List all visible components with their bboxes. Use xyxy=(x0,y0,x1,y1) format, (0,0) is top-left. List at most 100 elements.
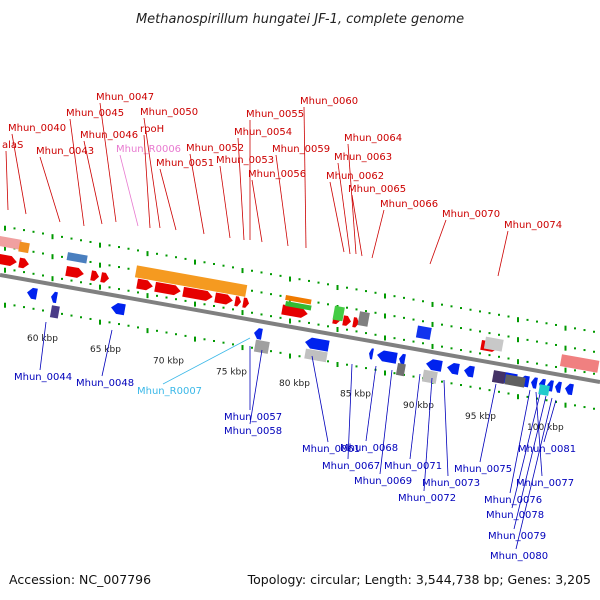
label-leader-line xyxy=(119,154,139,227)
tick-mark xyxy=(403,316,405,319)
tick-mark xyxy=(203,338,206,341)
tick-mark xyxy=(175,298,177,301)
tick-mark xyxy=(488,332,491,335)
gene-label-bottom: Mhun_0073 xyxy=(422,478,480,489)
label-leader-line xyxy=(275,154,289,247)
gene-label-bottom: Mhun_0081 xyxy=(518,444,576,455)
tick-mark xyxy=(298,320,301,323)
label-leader-line xyxy=(515,397,553,550)
tick-mark xyxy=(507,357,510,360)
forward-gene-arrow xyxy=(214,292,233,305)
forward-gene-arrow xyxy=(90,270,99,281)
tick-mark xyxy=(289,276,291,282)
tick-mark xyxy=(564,325,567,331)
tick-mark xyxy=(507,335,510,338)
label-leader-line xyxy=(511,393,541,509)
tick-mark xyxy=(365,367,367,370)
tick-mark xyxy=(118,288,120,291)
forward-gene-arrow xyxy=(242,297,250,308)
tick-mark xyxy=(184,257,187,260)
tick-mark xyxy=(393,315,396,318)
tick-mark xyxy=(279,351,282,354)
scale-label: 80 kbp xyxy=(279,379,310,389)
label-leader-line xyxy=(351,194,363,257)
tick-mark xyxy=(384,335,386,341)
tick-mark xyxy=(346,328,348,331)
backbone-line xyxy=(0,273,600,384)
forward-gene-arrow xyxy=(65,265,84,278)
gene-label-bottom: Mhun_0048 xyxy=(76,378,134,389)
tick-mark xyxy=(156,329,158,332)
tick-mark xyxy=(99,262,101,268)
tick-mark xyxy=(450,325,453,328)
tick-mark xyxy=(583,329,586,332)
tick-mark xyxy=(317,281,320,284)
tick-mark xyxy=(555,343,557,346)
tick-mark xyxy=(555,400,557,403)
tick-mark xyxy=(127,289,130,292)
label-leader-line xyxy=(11,133,27,215)
tick-mark xyxy=(127,267,130,270)
tick-mark xyxy=(412,298,415,301)
tick-mark xyxy=(555,365,557,368)
label-leader-line xyxy=(443,379,449,477)
tick-mark xyxy=(431,321,434,327)
tick-mark xyxy=(222,341,225,344)
gene-block-steel xyxy=(66,252,88,264)
tick-mark xyxy=(450,382,453,385)
reverse-gene-arrow xyxy=(426,359,443,372)
gene-label-bottom: Mhun_0072 xyxy=(398,493,456,504)
forward-gene-arrow xyxy=(136,278,153,291)
tick-mark xyxy=(545,364,548,367)
tick-mark xyxy=(70,279,73,282)
tick-mark xyxy=(441,303,443,306)
tick-mark xyxy=(175,333,177,336)
tick-mark xyxy=(279,274,282,277)
gene-label-top: Mhun_0053 xyxy=(216,155,274,166)
reverse-gene-arrow xyxy=(254,328,263,340)
tick-mark xyxy=(137,249,139,252)
forward-gene-arrow xyxy=(182,286,213,301)
label-leader-line xyxy=(101,329,113,377)
gene-label-bottom: Mhun_0069 xyxy=(354,476,412,487)
scale-label: 95 kbp xyxy=(465,412,496,422)
accession-text: Accession: NC_007796 xyxy=(9,572,152,587)
tick-mark xyxy=(564,402,567,408)
tick-mark xyxy=(460,349,462,352)
tick-mark xyxy=(279,316,282,319)
gene-label-top: Mhun_0065 xyxy=(348,184,406,195)
reverse-gene-arrow xyxy=(447,362,460,375)
tick-mark xyxy=(89,240,92,243)
tick-mark xyxy=(336,327,339,333)
tick-mark xyxy=(593,350,595,353)
tick-mark xyxy=(270,293,272,296)
forward-gene-arrow xyxy=(100,272,109,283)
tick-mark xyxy=(289,353,291,359)
scale-label: 65 kbp xyxy=(90,345,121,355)
gene-block-grey xyxy=(304,348,328,363)
tick-mark xyxy=(498,333,500,336)
tick-mark xyxy=(412,340,415,343)
tick-mark xyxy=(137,326,139,329)
tick-mark xyxy=(555,323,557,326)
tick-mark xyxy=(412,375,415,378)
gene-block-orange xyxy=(134,265,248,297)
tick-mark xyxy=(80,316,82,319)
tick-mark xyxy=(488,312,491,315)
gene-label-top: Mhun_0047 xyxy=(96,92,154,103)
tick-mark xyxy=(526,360,529,363)
tick-mark xyxy=(498,390,500,393)
gene-label-bottom: Mhun_0061 xyxy=(302,444,360,455)
tick-mark xyxy=(384,313,386,319)
tick-mark xyxy=(450,347,453,350)
label-leader-line xyxy=(347,143,357,255)
tick-mark xyxy=(260,313,263,316)
scale-labels: 60 kbp 65 kbp 70 kbp 75 kbp 80 kbp 85 kbp 90 k… xyxy=(27,334,564,433)
tick-mark xyxy=(61,255,63,258)
tick-mark xyxy=(298,355,301,358)
tick-mark xyxy=(108,264,111,267)
gene-label-top: Mhun_0051 xyxy=(156,158,214,169)
tick-mark xyxy=(213,262,215,265)
tick-mark xyxy=(137,291,139,294)
